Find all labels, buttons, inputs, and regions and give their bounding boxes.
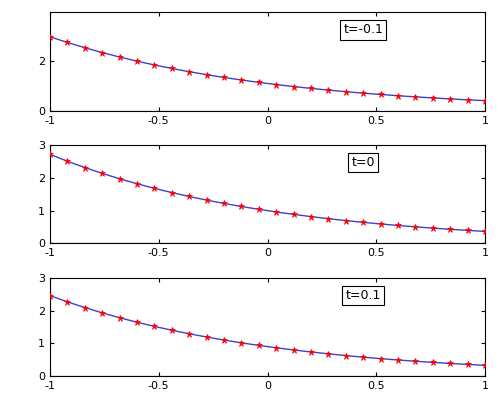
Text: t=0.1: t=0.1 — [346, 289, 381, 302]
Text: t=0: t=0 — [352, 156, 375, 169]
Text: t=-0.1: t=-0.1 — [344, 23, 383, 36]
